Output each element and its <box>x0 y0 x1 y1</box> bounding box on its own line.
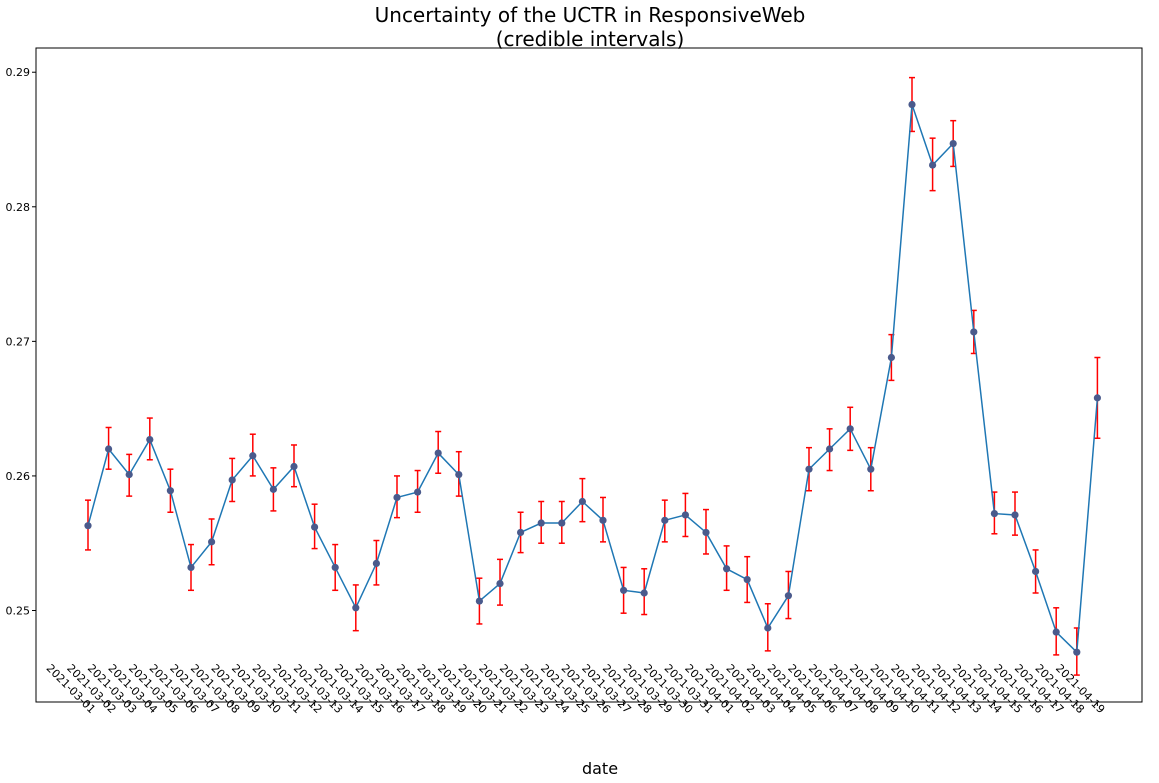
chart-title: Uncertainty of the UCTR in ResponsiveWeb <box>375 3 806 27</box>
chart-subtitle: (credible intervals) <box>496 27 685 51</box>
data-point <box>702 528 710 537</box>
data-point <box>764 624 772 632</box>
data-point <box>599 516 607 524</box>
data-point <box>1073 648 1081 656</box>
data-point <box>146 435 154 444</box>
y-tick-label: 0.27 <box>6 335 31 348</box>
plot-area: 0.25 0.26 0.27 0.28 0.29 2021-03-012021-03-0… <box>6 47 1143 716</box>
data-point <box>249 452 257 460</box>
data-point <box>455 470 463 479</box>
data-point <box>640 589 648 597</box>
x-axis: 2021-03-012021-03-022021-03-032021-03-04… <box>44 662 1108 716</box>
x-axis-label: date <box>582 759 618 778</box>
data-point <box>826 445 834 453</box>
data-point <box>208 538 216 546</box>
y-tick-label: 0.25 <box>6 604 31 617</box>
data-point <box>352 604 360 612</box>
data-point <box>784 592 793 600</box>
data-point <box>949 139 957 148</box>
data-point <box>867 465 875 473</box>
data-point <box>990 510 999 518</box>
y-tick-label: 0.29 <box>6 66 31 79</box>
data-point <box>84 522 92 530</box>
y-axis: 0.25 0.26 0.27 0.28 0.29 <box>6 66 36 617</box>
data-point <box>1052 628 1060 636</box>
plot-frame <box>35 47 1143 703</box>
data-point <box>970 328 978 336</box>
data-point <box>496 579 504 588</box>
data-point <box>517 528 525 537</box>
data-point <box>929 161 937 169</box>
data-point <box>331 563 339 572</box>
data-point <box>228 476 236 484</box>
uctr-series-line <box>87 104 1099 654</box>
data-point <box>743 575 751 584</box>
data-point <box>723 565 731 573</box>
data-point <box>290 462 298 471</box>
data-point <box>187 563 195 572</box>
data-point <box>805 465 813 473</box>
data-point <box>620 586 628 594</box>
data-point <box>887 353 896 362</box>
data-point <box>105 445 113 453</box>
data-point <box>537 519 545 527</box>
data-point <box>846 425 854 433</box>
data-point <box>434 449 442 457</box>
data-point <box>661 516 669 524</box>
data-point <box>414 488 422 496</box>
data-point <box>681 511 690 519</box>
data-point <box>393 493 401 502</box>
data-point <box>166 487 174 495</box>
data-point <box>1032 567 1040 576</box>
data-point <box>125 470 133 479</box>
data-point <box>558 519 566 527</box>
y-tick-label: 0.28 <box>6 201 31 214</box>
data-point <box>1093 394 1101 402</box>
y-tick-label: 0.26 <box>6 470 31 483</box>
data-point <box>908 100 916 109</box>
data-point <box>578 497 587 506</box>
data-point <box>311 523 319 531</box>
data-points <box>84 100 1101 656</box>
data-point <box>372 559 380 567</box>
data-point <box>269 485 277 493</box>
data-point <box>1011 511 1019 519</box>
data-point <box>475 597 483 605</box>
